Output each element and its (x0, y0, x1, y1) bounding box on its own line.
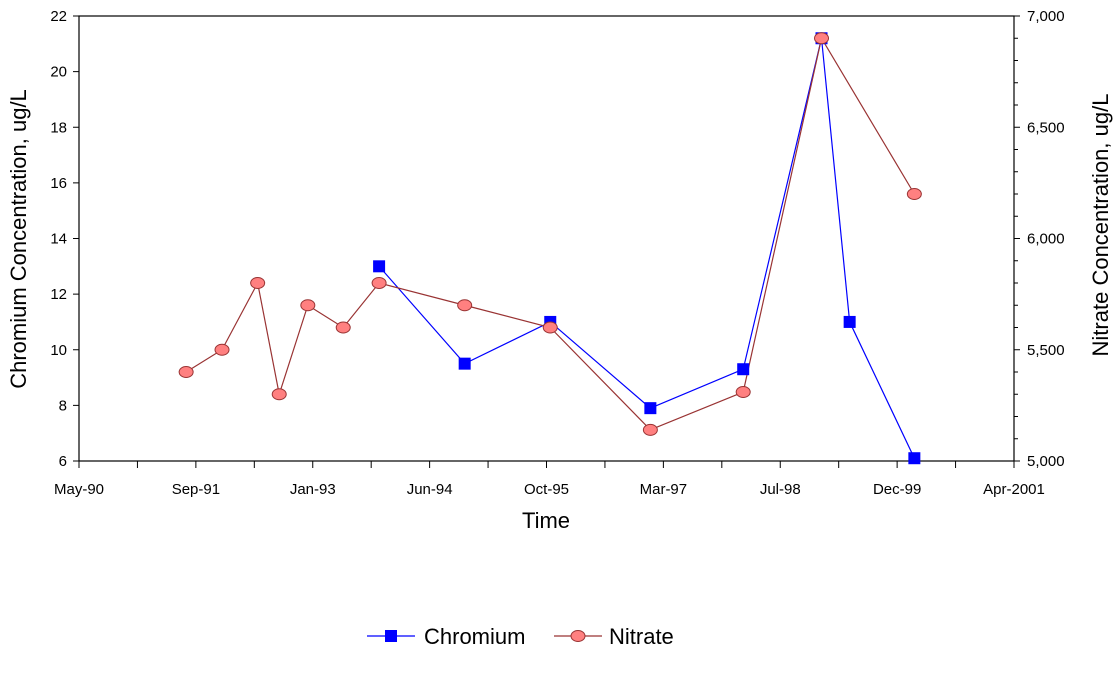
data-point-chromium (373, 260, 386, 273)
plot-border (78, 15, 1015, 462)
x-axis: May-90 Sep-91 Jan-93 Jun-94 Oct-95 Mar-97 Jul-… (54, 461, 1045, 498)
data-point-chromium (458, 357, 471, 370)
data-point-nitrate (214, 343, 230, 356)
legend-nitrate-label: Nitrate (609, 624, 674, 649)
data-point-nitrate (542, 321, 558, 334)
data-point-chromium (908, 452, 921, 465)
y-right-tick-label: 5,000 (1027, 453, 1065, 470)
legend-chromium-marker (385, 630, 397, 642)
x-tick-label: Apr-2001 (983, 481, 1045, 498)
x-tick-label: Jan-93 (290, 481, 336, 498)
y-left-tick-label: 16 (50, 175, 67, 192)
data-point-nitrate (178, 366, 194, 378)
x-tick-label: May-90 (54, 481, 104, 498)
plot-frame (78, 15, 1015, 462)
y-left-tick-label: 22 (50, 8, 67, 25)
data-point-nitrate (814, 32, 830, 45)
series-line-nitrate (185, 36, 915, 431)
y-right-tick-label: 6,000 (1027, 231, 1065, 248)
data-point-nitrate (735, 386, 751, 399)
y-right-tick-label: 5,500 (1027, 342, 1065, 359)
data-point-nitrate (457, 299, 473, 312)
x-tick-label: Dec-99 (873, 481, 921, 498)
data-point-chromium (737, 363, 750, 376)
x-tick-label: Jun-94 (407, 481, 453, 498)
legend: Chromium Nitrate (367, 624, 674, 649)
series-line-chromium (378, 38, 915, 459)
legend-item-chromium: Chromium (367, 624, 525, 649)
data-point-chromium (843, 315, 856, 328)
y-right-tick-label: 6,500 (1027, 119, 1065, 136)
legend-nitrate-marker (570, 630, 586, 642)
data-point-nitrate (250, 277, 266, 289)
data-point-nitrate (371, 277, 387, 289)
y-axis-right: 5,000 5,500 6,000 6,500 7,000 (1014, 8, 1065, 470)
data-point-nitrate (300, 299, 316, 312)
y-left-tick-label: 8 (59, 397, 67, 414)
y-axis-left-title: Chromium Concentration, ug/L (6, 89, 31, 389)
data-point-nitrate (906, 188, 922, 200)
x-axis-title: Time (522, 508, 570, 533)
x-tick-label: Jul-98 (760, 481, 801, 498)
y-left-tick-label: 20 (50, 64, 67, 81)
y-axis-left: 6 8 10 12 14 16 18 20 22 (50, 8, 79, 470)
data-point-nitrate (642, 423, 658, 436)
x-tick-label: Mar-97 (640, 481, 688, 498)
y-left-tick-label: 18 (50, 119, 67, 136)
y-left-tick-label: 12 (50, 286, 67, 303)
data-point-nitrate (271, 388, 287, 401)
y-left-tick-label: 10 (50, 342, 67, 359)
y-axis-right-title: Nitrate Concentration, ug/L (1088, 94, 1113, 357)
series-layer (178, 32, 922, 465)
legend-chromium-label: Chromium (424, 624, 525, 649)
legend-item-nitrate: Nitrate (554, 624, 674, 649)
x-tick-label: Oct-95 (524, 481, 569, 498)
y-left-tick-label: 14 (50, 231, 67, 248)
x-tick-label: Sep-91 (172, 481, 220, 498)
y-right-tick-label: 7,000 (1027, 8, 1065, 25)
data-point-chromium (644, 402, 657, 415)
data-point-nitrate (335, 321, 351, 334)
y-left-tick-label: 6 (59, 453, 67, 470)
